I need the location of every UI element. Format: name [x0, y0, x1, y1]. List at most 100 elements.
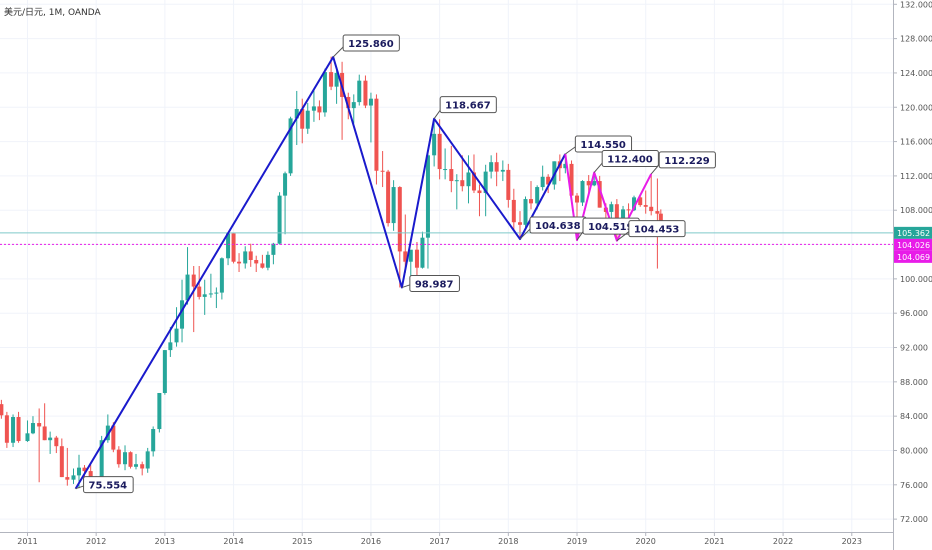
candle-body [174, 328, 179, 343]
candle-body [454, 180, 459, 182]
candle-down [528, 181, 533, 210]
callout-box [83, 476, 134, 494]
candle-body [386, 171, 391, 224]
candle-body [322, 72, 327, 113]
candle-body [437, 133, 442, 170]
candle-body [185, 274, 190, 301]
candle-up [443, 148, 448, 180]
candle-up [540, 165, 545, 191]
candle-down [380, 151, 385, 188]
candle-up [226, 232, 231, 266]
y-tick-label: 112.000 [900, 172, 932, 181]
candle-down [65, 447, 70, 486]
candle-body [414, 249, 419, 268]
candle-down [374, 94, 379, 185]
callout[interactable]: 125.860 [332, 34, 400, 58]
candle-up [466, 155, 471, 204]
candle-body [300, 108, 305, 129]
candle-up [305, 102, 310, 134]
x-axis: 2011 2012 2013 2014 2015 2016 2017 2018 2019 2020… [0, 532, 893, 546]
candle-up [432, 118, 437, 167]
candle-up [357, 74, 362, 106]
candle-body [254, 259, 259, 264]
candle-body [128, 452, 133, 467]
callout[interactable]: 114.550 [565, 135, 633, 155]
callout[interactable]: 112.229 [650, 151, 716, 175]
candle-up [391, 180, 396, 231]
candle-up [123, 445, 128, 471]
callout-label: 104.638 [535, 221, 581, 232]
candle-up [25, 420, 30, 442]
candle-body [265, 254, 270, 268]
candle-body [11, 417, 16, 443]
candle-body [88, 471, 93, 478]
x-tick-label: 2015 [292, 537, 312, 546]
candle-body [283, 173, 288, 196]
candle-down [237, 253, 242, 273]
candle-body [311, 106, 316, 111]
callout-label: 104.453 [634, 225, 680, 236]
candle-body [16, 417, 21, 442]
y-tick-label: 108.000 [900, 206, 932, 215]
candle-body [59, 446, 64, 478]
price-tag-bg [894, 238, 932, 251]
candle-body [403, 251, 408, 262]
callout[interactable]: 104.453 [616, 220, 686, 242]
candle-up [420, 231, 425, 269]
callout[interactable]: 98.987 [401, 275, 460, 293]
candle-body [477, 190, 482, 194]
callout-label: 112.400 [607, 154, 653, 165]
candle-down [82, 465, 87, 478]
candle-down [363, 75, 368, 109]
candle-up [157, 392, 162, 433]
y-tick-label: 96.000 [900, 309, 928, 318]
callout[interactable]: 112.400 [593, 149, 659, 173]
candle-body [82, 467, 87, 472]
candle-body [535, 187, 540, 204]
candle-body [219, 258, 224, 293]
y-axis-panel [893, 0, 932, 550]
candle-body [334, 72, 339, 87]
candle-body [288, 118, 293, 174]
candle-body [197, 286, 202, 297]
callout[interactable]: 75.554 [75, 476, 134, 494]
callout-box [658, 151, 716, 169]
y-tick-label: 128.000 [900, 35, 932, 44]
candle-body [25, 433, 30, 442]
candle-down [254, 255, 259, 273]
candle-up [334, 67, 339, 104]
candle-up [185, 247, 190, 305]
y-tick-label: 84.000 [900, 412, 928, 421]
x-tick-label: 2020 [636, 537, 656, 546]
callout-box [601, 149, 659, 167]
candle-body [575, 195, 580, 203]
candle-body [76, 467, 81, 476]
callout[interactable]: 118.667 [433, 96, 497, 119]
candle-down [37, 408, 42, 483]
y-tick-label: 80.000 [900, 446, 928, 455]
candle-up [368, 92, 373, 143]
candle-body [523, 199, 528, 225]
candle-body [157, 392, 162, 430]
candle-up [283, 171, 288, 235]
candle-body [271, 243, 276, 255]
candle-up [168, 326, 173, 357]
candle-body [368, 98, 373, 106]
y-tick-label: 132.000 [900, 0, 932, 9]
candle-body [329, 72, 334, 87]
candle-up [609, 201, 614, 221]
x-tick-label: 2019 [567, 537, 587, 546]
horizontal-lines [0, 232, 893, 245]
callout-label: 104.519 [588, 222, 634, 233]
candle-body [569, 163, 574, 196]
candle-body [655, 211, 660, 214]
y-tick-label: 124.000 [900, 69, 932, 78]
candle-body [580, 181, 585, 203]
candle-body [489, 162, 494, 172]
x-tick-label: 2013 [155, 537, 175, 546]
candle-body [626, 209, 631, 211]
candle-body [621, 209, 626, 225]
price-tag-label: 104.069 [897, 253, 930, 262]
